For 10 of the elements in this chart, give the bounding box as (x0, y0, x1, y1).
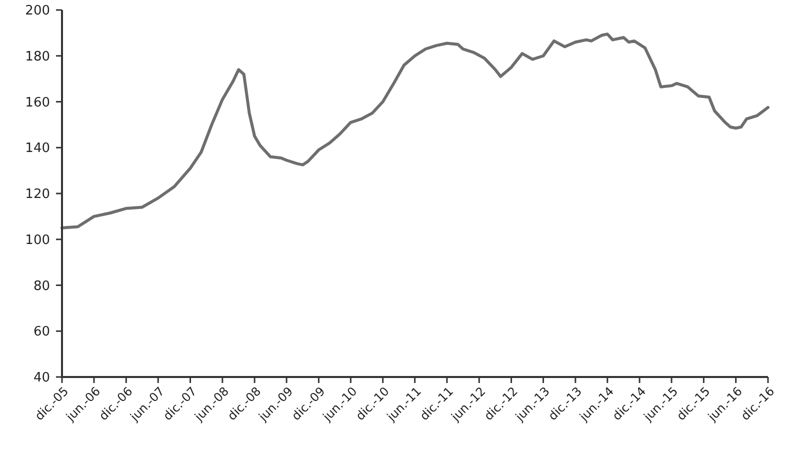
y-tick-label: 100 (25, 232, 50, 248)
y-tick-label: 60 (33, 324, 50, 340)
line-series (60, 32, 770, 230)
y-tick-label: 80 (33, 278, 50, 294)
y-tick-label: 120 (25, 187, 50, 202)
y-tick-label: 200 (25, 4, 50, 19)
y-tick-label: 40 (33, 370, 50, 386)
y-tick-label: 180 (25, 49, 50, 64)
y-tick-label: 160 (25, 95, 50, 110)
y-tick-label: 140 (25, 141, 50, 156)
